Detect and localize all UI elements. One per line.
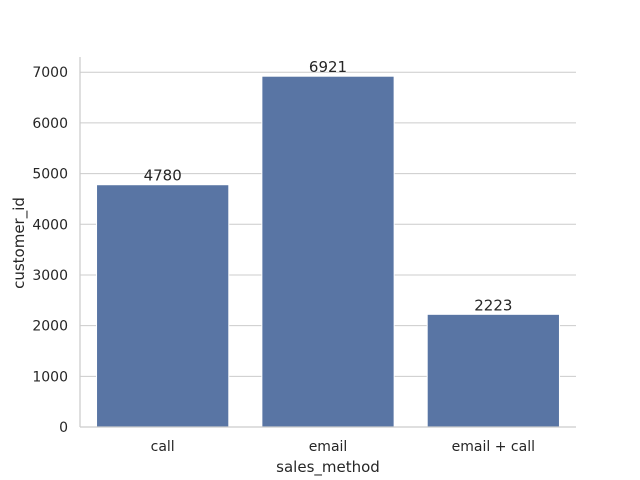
bar <box>426 313 560 428</box>
bar-value-label: 2223 <box>474 296 512 314</box>
y-axis-label: customer_id <box>10 197 29 289</box>
x-tick-label: call <box>151 439 175 455</box>
axes: 0 1000 2000 3000 4000 5000 6000 7000 call email em… <box>32 57 576 455</box>
bars <box>96 75 560 428</box>
bar-value-label: 6921 <box>309 58 347 76</box>
x-tick-label: email <box>309 439 348 455</box>
y-tick-label: 7000 <box>32 65 68 81</box>
bar-value-label: 4780 <box>144 167 182 185</box>
x-axis-label: sales_method <box>276 458 380 477</box>
y-tick-label: 4000 <box>32 217 68 233</box>
y-tick-label: 2000 <box>32 319 68 335</box>
y-tick-label: 6000 <box>32 116 68 132</box>
y-tick-label: 1000 <box>32 369 68 385</box>
bar <box>96 184 230 428</box>
y-tick-label: 3000 <box>32 268 68 284</box>
bar <box>261 75 395 428</box>
x-tick-label: email + call <box>452 439 535 455</box>
data-labels: 4780 6921 2223 <box>144 58 513 314</box>
y-tick-label: 5000 <box>32 167 68 183</box>
y-tick-label: 0 <box>59 420 68 436</box>
